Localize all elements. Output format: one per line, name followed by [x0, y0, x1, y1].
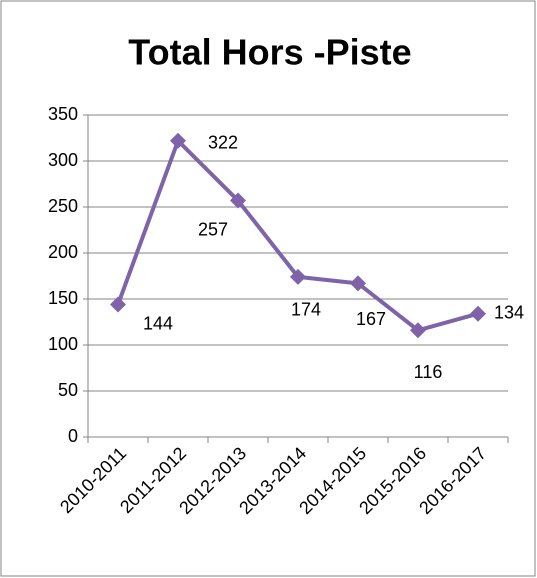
y-tick-label: 100: [48, 334, 78, 354]
data-label: 144: [143, 313, 173, 333]
marker: [170, 132, 186, 149]
y-tick-label: 350: [48, 104, 78, 124]
chart-title: Total Hors -Piste: [128, 32, 411, 73]
data-label: 134: [494, 302, 524, 322]
marker: [350, 275, 366, 292]
y-tick-label: 0: [68, 426, 78, 446]
y-tick-label: 250: [48, 196, 78, 216]
data-label: 167: [356, 309, 386, 329]
marker: [410, 322, 426, 339]
y-tick-label: 150: [48, 288, 78, 308]
marker: [110, 296, 126, 313]
data-label: 322: [208, 133, 238, 153]
data-label: 116: [414, 362, 443, 382]
marker: [470, 305, 486, 322]
data-label: 257: [198, 219, 228, 239]
y-tick-label: 50: [58, 380, 78, 400]
y-tick-label: 200: [48, 242, 78, 262]
marker: [230, 192, 246, 209]
y-tick-label: 300: [48, 150, 78, 170]
marker: [290, 268, 306, 285]
data-label: 174: [291, 300, 321, 320]
